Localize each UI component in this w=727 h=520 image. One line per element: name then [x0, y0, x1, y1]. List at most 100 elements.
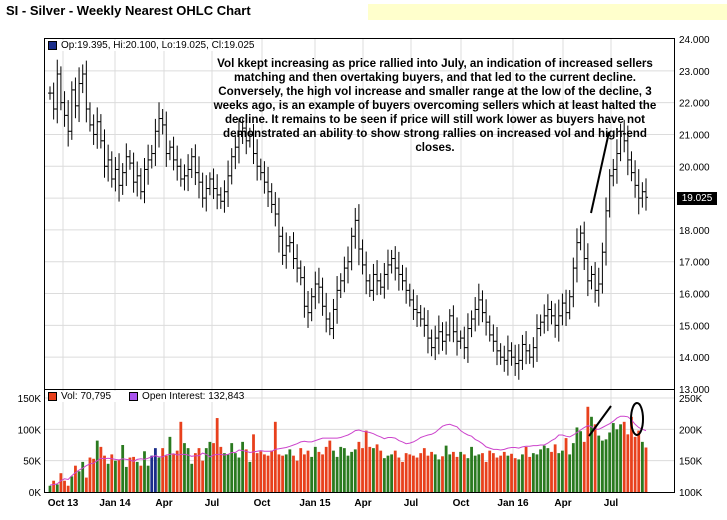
volume-bar — [437, 459, 441, 492]
volume-bar — [230, 443, 234, 492]
volume-bar — [386, 455, 390, 492]
volume-bar — [302, 454, 306, 492]
volume-bar — [255, 453, 259, 492]
volume-bar — [121, 445, 125, 492]
oi-tick-label: 200K — [679, 425, 703, 436]
oi-tick-label: 150K — [679, 457, 703, 468]
volume-bar — [193, 453, 197, 492]
volume-bar — [637, 430, 641, 492]
volume-legend-swatch — [48, 392, 57, 401]
volume-bar — [553, 444, 557, 492]
month-label: Jan 16 — [497, 498, 529, 509]
volume-bar — [600, 440, 604, 492]
title-banner — [368, 4, 727, 20]
volume-bar — [186, 448, 190, 492]
volume-bar — [364, 430, 368, 492]
price-tick-label: 15.000 — [679, 321, 710, 332]
volume-bar — [372, 448, 375, 492]
volume-bar — [146, 465, 150, 492]
volume-tick-label: 50K — [23, 457, 41, 468]
volume-bar — [273, 421, 277, 492]
volume-bar — [175, 450, 179, 492]
volume-bar — [368, 446, 372, 492]
volume-bar — [346, 455, 350, 492]
volume-bar — [114, 460, 117, 492]
volume-bar — [321, 454, 324, 492]
volume-bar — [317, 451, 321, 492]
oi-tick-label: 250K — [679, 394, 703, 405]
volume-bar — [404, 453, 408, 492]
volume-bar — [393, 450, 397, 492]
volume-bar — [110, 454, 114, 492]
volume-bar — [241, 441, 245, 492]
volume-bar — [426, 455, 430, 492]
volume-bar — [495, 457, 499, 492]
volume-bar — [183, 443, 186, 492]
volume-bar — [172, 454, 175, 492]
volume-bar — [564, 438, 568, 492]
month-label: Jan 15 — [299, 498, 331, 509]
volume-bar — [124, 466, 128, 492]
volume-bar — [361, 448, 364, 492]
volume-circle-marker — [630, 402, 644, 436]
volume-bar — [201, 460, 205, 492]
month-label: Jul — [604, 498, 619, 509]
volume-bar — [611, 423, 615, 492]
volume-bar — [135, 461, 139, 492]
volume-bar — [295, 460, 299, 492]
volume-legend-text: Vol: 70,795 — [61, 391, 112, 402]
price-tick-label: 20.000 — [679, 162, 710, 173]
price-tick-label: 23.000 — [679, 67, 710, 78]
volume-bar — [52, 480, 56, 492]
volume-bar — [528, 456, 532, 492]
chart-title: SI - Silver - Weekly Nearest OHLC Chart — [6, 3, 251, 18]
volume-bar — [70, 476, 74, 492]
volume-bar — [433, 454, 437, 492]
volume-bar — [579, 431, 582, 492]
volume-bar — [281, 455, 284, 492]
volume-bar — [117, 459, 121, 492]
volume-bar — [397, 457, 401, 492]
volume-bar — [466, 458, 470, 492]
month-label: Jan 14 — [99, 498, 131, 509]
volume-bar — [77, 471, 81, 492]
price-legend-text: Op:19.395, Hi:20.100, Lo:19.025, Cl:19.0… — [61, 40, 255, 51]
volume-bar — [444, 445, 448, 492]
volume-tick-label: 0K — [29, 488, 42, 499]
volume-bar — [502, 451, 506, 492]
volume-bar — [66, 485, 70, 492]
volume-bar — [48, 485, 52, 492]
volume-bar — [339, 446, 343, 492]
month-label: Jul — [404, 498, 419, 509]
volume-bar — [335, 456, 339, 492]
volume-bar — [546, 448, 550, 492]
volume-bar — [208, 441, 212, 492]
volume-bar — [299, 448, 303, 492]
volume-bar — [568, 454, 572, 492]
trend-arrow-volume — [588, 405, 612, 437]
volume-legend: Vol: 70,795 Open Interest: 132,843 — [48, 391, 245, 402]
price-tick-label: 24.000 — [679, 35, 710, 46]
volume-bar — [521, 454, 524, 492]
volume-bar — [550, 451, 553, 492]
volume-bar — [575, 427, 579, 492]
volume-bar — [473, 455, 477, 492]
volume-bar — [375, 444, 379, 492]
last-price-box: 19.025 — [677, 192, 717, 205]
volume-bar — [132, 456, 135, 492]
volume-bar — [150, 455, 154, 492]
volume-bar — [161, 448, 165, 492]
volume-bar — [499, 455, 503, 492]
volume-bar — [215, 418, 219, 492]
volume-bar — [357, 441, 361, 492]
volume-bar — [143, 451, 146, 492]
volume-bar — [259, 451, 263, 492]
volume-bar — [524, 446, 528, 492]
oi-legend-text: Open Interest: 132,843 — [142, 391, 245, 402]
volume-bar — [310, 456, 314, 492]
volume-bar — [379, 450, 383, 492]
price-tick-label: 18.000 — [679, 226, 710, 237]
price-tick-label: 13.000 — [679, 385, 710, 396]
volume-bar — [226, 454, 230, 492]
